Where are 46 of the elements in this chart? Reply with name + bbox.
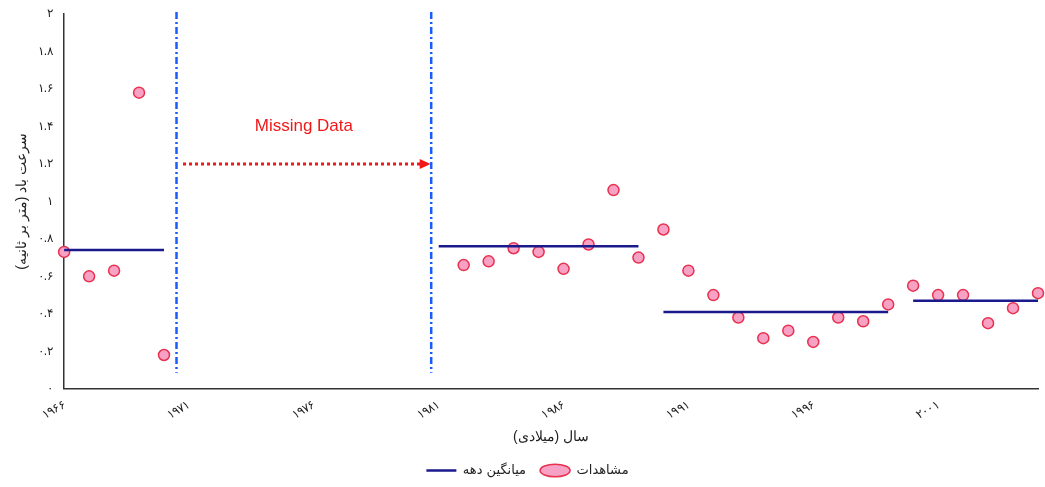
y-tick-label: ۰.۲ — [37, 343, 54, 358]
point — [607, 183, 620, 197]
y-tick-label: ۱.۸ — [37, 43, 55, 58]
point — [757, 331, 770, 345]
point — [782, 324, 795, 337]
point — [107, 264, 121, 277]
point — [1031, 286, 1045, 300]
x-tick-label: ۱۹۸۶ — [538, 397, 567, 422]
annotation: Missing Data — [254, 116, 354, 136]
y-tick-label: ۱.۲ — [37, 156, 54, 171]
y-axis-title: سرعت باد (متر بر ثانیه) — [13, 132, 31, 270]
point — [457, 258, 470, 272]
point — [807, 335, 820, 349]
x-tick-label: ۱۹۹۶ — [788, 397, 817, 422]
point — [632, 251, 645, 264]
x-tick-label: ۲۰۰۱ — [913, 397, 942, 422]
y-tick-label: ۰.۶ — [37, 268, 54, 283]
point — [856, 315, 870, 328]
point — [132, 86, 146, 99]
point — [1006, 301, 1020, 315]
point — [981, 316, 995, 330]
y-tick-label: ۰.۸ — [37, 231, 55, 246]
y-tick-label: ۱.۶ — [37, 81, 54, 96]
y-tick-label: ۱.۴ — [37, 118, 54, 133]
legend-label: مشاهدات — [576, 461, 629, 477]
point — [657, 223, 670, 236]
point — [82, 270, 96, 283]
x-tick-label: ۱۹۶۶ — [39, 397, 68, 422]
x-tick-label: ۱۹۸۱ — [414, 397, 442, 422]
x-tick-label: ۱۹۹۱ — [663, 397, 692, 422]
point — [482, 255, 495, 268]
y-tick-label: ۰ — [47, 381, 54, 396]
point — [906, 279, 920, 292]
x-tick-label: ۱۹۷۶ — [289, 397, 317, 422]
y-tick-label: ۲ — [47, 6, 54, 21]
point — [707, 288, 720, 302]
x-axis-title: سال (میلادی) — [512, 428, 590, 445]
point — [682, 264, 695, 277]
y-tick-label: ۰.۴ — [37, 306, 54, 321]
point — [157, 348, 171, 362]
x-tick-label: ۱۹۷۱ — [164, 397, 193, 422]
point — [831, 311, 845, 324]
point — [557, 262, 570, 276]
legend-label: میانگین دهه — [462, 461, 527, 478]
y-tick-label: ۱ — [47, 193, 54, 208]
point — [881, 298, 895, 311]
